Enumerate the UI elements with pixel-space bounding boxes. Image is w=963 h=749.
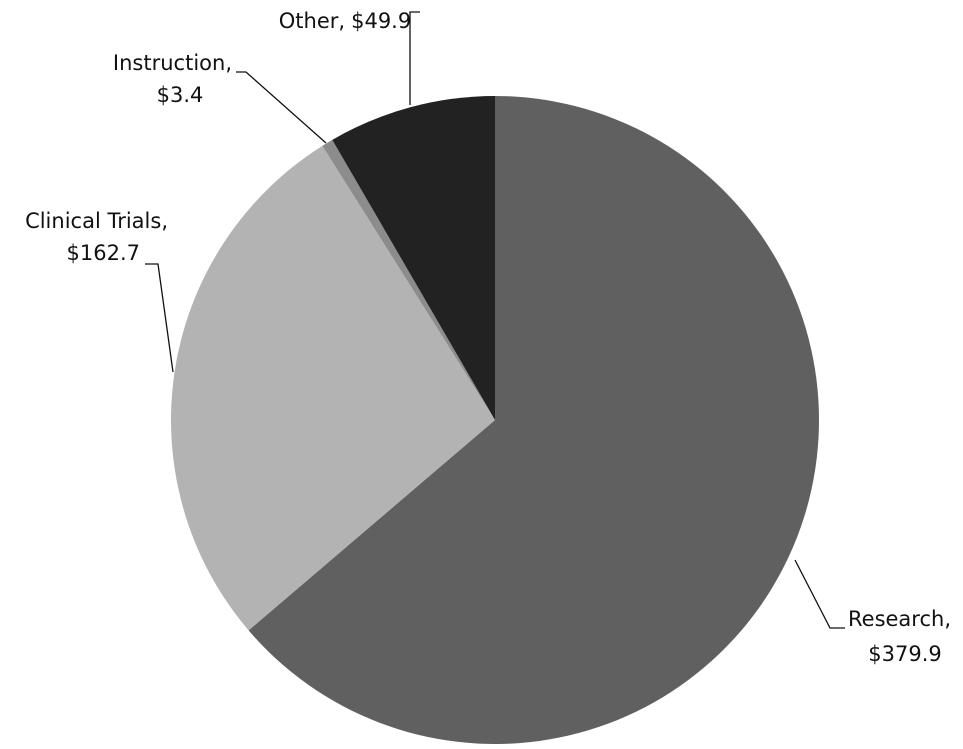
value-label: $162.7 bbox=[67, 241, 140, 265]
leader-line bbox=[409, 11, 420, 105]
value-label: $3.4 bbox=[157, 83, 204, 107]
category-name: Clinical Trials, bbox=[25, 209, 168, 233]
category-name: Instruction, bbox=[113, 51, 232, 75]
category-name: Other, bbox=[279, 9, 345, 33]
value-label: $379.9 bbox=[868, 642, 941, 666]
pie-slice bbox=[332, 96, 495, 420]
pie-slice bbox=[322, 139, 495, 420]
pie-slice bbox=[248, 96, 819, 744]
category-name: Research, bbox=[848, 607, 951, 631]
value-label: $49.9 bbox=[351, 9, 411, 33]
leader-line bbox=[145, 263, 174, 373]
data-label: Other, $49.9 bbox=[279, 9, 411, 33]
pie-slice bbox=[170, 145, 495, 631]
leader-line bbox=[794, 559, 845, 629]
leader-line bbox=[236, 71, 327, 144]
